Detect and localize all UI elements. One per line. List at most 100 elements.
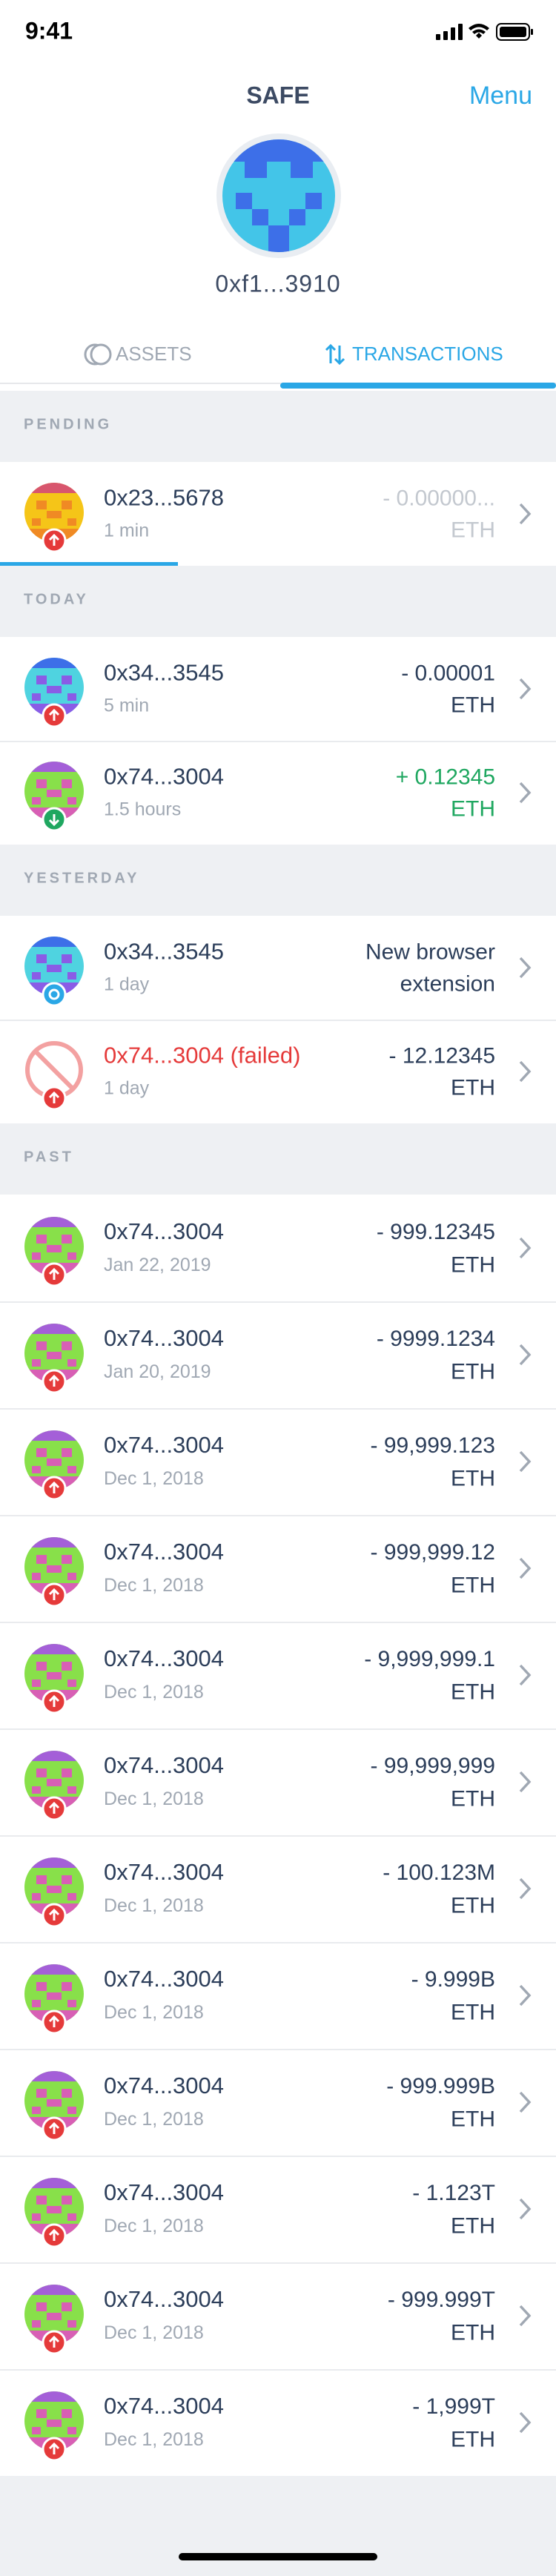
- identicon-pixel: [36, 1875, 47, 1884]
- identicon-pixel: [32, 693, 41, 701]
- row-divider: [0, 2369, 556, 2371]
- tx-subtitle: Dec 1, 2018: [104, 1468, 204, 1489]
- row-bg: [0, 2262, 556, 2369]
- identicon-pixel: [32, 518, 41, 526]
- tx-amount: - 1.123T: [412, 2181, 495, 2205]
- transaction-row[interactable]: 0x74...3004 Dec 1, 2018 - 999.999T ETH: [0, 2262, 556, 2369]
- badge-icon: [48, 2335, 60, 2348]
- transaction-row[interactable]: 0x74...3004 Dec 1, 2018 - 1.123T ETH: [0, 2156, 556, 2262]
- row-divider: [0, 2049, 556, 2050]
- identicon-pixel: [36, 2196, 47, 2205]
- failed-icon: [33, 1049, 75, 1091]
- identicon-pixel: [36, 954, 47, 963]
- transaction-row[interactable]: 0x74...3004 Dec 1, 2018 - 99,999.123 ETH: [0, 1408, 556, 1515]
- tx-amount: ETH: [451, 693, 495, 718]
- section-header-bg: [0, 391, 556, 462]
- transaction-row[interactable]: 0x74...3004 (failed) 1 day - 12.12345 ETH: [0, 1020, 556, 1123]
- tx-title: 0x74...3004: [104, 764, 224, 790]
- identicon-pixel: [32, 1359, 41, 1367]
- tx-subtitle: Dec 1, 2018: [104, 2322, 204, 2343]
- transaction-row[interactable]: 0x74...3004 1.5 hours + 0.12345 ETH: [0, 741, 556, 845]
- safe-address: 0xf1...3910: [215, 270, 340, 297]
- transaction-row[interactable]: 0x74...3004 Dec 1, 2018 - 99,999,999 ETH: [0, 1728, 556, 1835]
- transaction-row[interactable]: 0x74...3004 Dec 1, 2018 - 1,999T ETH: [0, 2369, 556, 2476]
- identicon-pixel: [62, 2196, 72, 2205]
- identicon-pixel: [36, 1662, 47, 1671]
- identicon-pixel: [47, 2206, 62, 2213]
- transaction-row[interactable]: 0x23...5678 1 min - 0.00000... ETH: [0, 462, 556, 566]
- identicon-pixel: [62, 954, 72, 963]
- identicon-pixel: [36, 1235, 47, 1244]
- badge-icon: [48, 1267, 60, 1280]
- transaction-row[interactable]: 0x74...3004 Jan 20, 2019 - 9999.1234 ETH: [0, 1301, 556, 1408]
- identicon-pixel: [62, 2302, 72, 2311]
- tx-title: 0x74...3004: [104, 2179, 224, 2205]
- identicon-pixel: [62, 1982, 72, 1991]
- transaction-row[interactable]: 0x74...3004 Dec 1, 2018 - 999.999B ETH: [0, 2049, 556, 2156]
- tx-title: 0x74...3004: [104, 2393, 224, 2419]
- transaction-row[interactable]: 0x34...3545 5 min - 0.00001 ETH: [0, 637, 556, 741]
- tx-amount: - 9,999,999.1: [364, 1647, 495, 1671]
- row-bg: [0, 1408, 556, 1515]
- chevron: [519, 503, 532, 525]
- tx-title: 0x74...3004: [104, 1752, 224, 1778]
- tx-amount: + 0.12345: [396, 764, 495, 789]
- tx-amount: ETH: [451, 518, 495, 543]
- tx-subtitle: 1.5 hours: [104, 799, 181, 819]
- identicon-pixel: [62, 2089, 72, 2098]
- chevron: [519, 1060, 532, 1083]
- chevron: [519, 1984, 532, 2007]
- transaction-row[interactable]: 0x74...3004 Dec 1, 2018 - 999,999.12 ETH: [0, 1515, 556, 1622]
- row-bg: [0, 462, 556, 566]
- identicon-pixel: [47, 1565, 62, 1573]
- row-bg: [0, 1728, 556, 1835]
- tx-subtitle: Dec 1, 2018: [104, 1789, 204, 1809]
- tx-amount: - 99,999.123: [371, 1433, 495, 1458]
- identicon-pixel: [67, 1680, 76, 1687]
- row-divider: [0, 1408, 556, 1410]
- identicon-pixel: [67, 2320, 76, 2328]
- identicon-pixel: [62, 2409, 72, 2418]
- row-bg: [0, 2049, 556, 2156]
- transaction-row[interactable]: 0x74...3004 Dec 1, 2018 - 100.123M ETH: [0, 1835, 556, 1942]
- identicon-pixel: [67, 693, 76, 701]
- chevron: [519, 2411, 532, 2434]
- menu-button[interactable]: Menu: [469, 82, 532, 110]
- transaction-row[interactable]: 0x74...3004 Dec 1, 2018 - 9,999,999.1 ETH: [0, 1622, 556, 1728]
- tx-amount: ETH: [451, 1893, 495, 1918]
- chevron: [519, 1664, 532, 1686]
- identicon-pixel: [67, 1893, 76, 1900]
- tx-amount: ETH: [451, 2320, 495, 2345]
- transaction-row[interactable]: 0x74...3004 Jan 22, 2019 - 999.12345 ETH: [0, 1195, 556, 1301]
- row-bg: [0, 637, 556, 741]
- transaction-row[interactable]: 0x34...3545 1 day New browser extension: [0, 916, 556, 1020]
- tx-amount: ETH: [451, 1680, 495, 1704]
- identicon-pixel: [36, 1448, 47, 1457]
- badge-icon: [48, 1374, 60, 1387]
- tab-assets[interactable]: ASSETS: [84, 343, 192, 366]
- tx-amount: ETH: [451, 1252, 495, 1277]
- identicon-pixel: [67, 1786, 76, 1794]
- header-title: SAFE: [246, 82, 309, 108]
- badge-icon: [48, 2228, 60, 2241]
- tx-amount: - 99,999,999: [371, 1754, 495, 1778]
- transaction-row[interactable]: 0x74...3004 Dec 1, 2018 - 9.999B ETH: [0, 1942, 556, 2049]
- identicon-pixel: [47, 2099, 62, 2107]
- tx-subtitle: Dec 1, 2018: [104, 2109, 204, 2130]
- section-header: PAST: [24, 1149, 74, 1165]
- row-divider: [0, 1020, 556, 1021]
- row-bg: [0, 1301, 556, 1408]
- progress-bar: [0, 562, 178, 566]
- tx-amount: ETH: [451, 1573, 495, 1597]
- tx-amount: - 999.999B: [386, 2074, 495, 2098]
- tx-title: 0x74...3004 (failed): [104, 1043, 300, 1069]
- tab-indicator: [280, 383, 556, 389]
- row-bg: [0, 2156, 556, 2262]
- tab-label: TRANSACTIONS: [352, 343, 503, 365]
- identicon-pixel: [67, 797, 76, 805]
- tab-transactions[interactable]: TRANSACTIONS: [325, 343, 503, 366]
- chevron: [519, 1557, 532, 1579]
- identicon-pixel: [36, 1341, 47, 1350]
- row-bg: [0, 1515, 556, 1622]
